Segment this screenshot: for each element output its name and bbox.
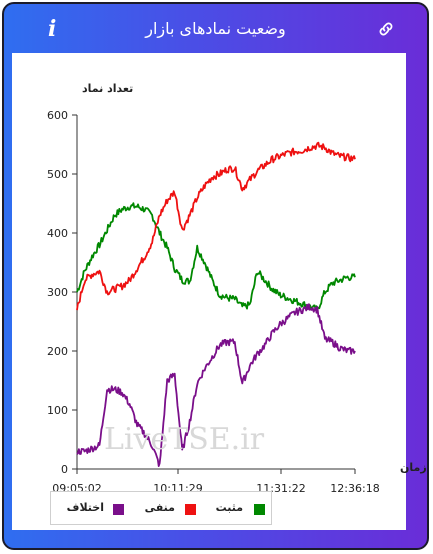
chart-legend: مثبت منفی اختلاف bbox=[50, 491, 272, 525]
legend-label-positive: مثبت bbox=[215, 501, 243, 514]
y-tick-label: 400 bbox=[47, 227, 68, 240]
y-tick-label: 200 bbox=[47, 345, 68, 358]
x-tick-label: 12:36:18 bbox=[330, 482, 379, 495]
y-tick-label: 100 bbox=[47, 404, 68, 417]
series-line-difference bbox=[76, 303, 356, 468]
legend-label-negative: منفی bbox=[144, 501, 175, 514]
y-tick-label: 0 bbox=[61, 463, 68, 476]
x-axis-label: زمان bbox=[400, 461, 427, 474]
legend-swatch-difference bbox=[113, 504, 124, 515]
card-title: وضعیت نمادهای بازار bbox=[145, 19, 286, 38]
y-tick-label: 300 bbox=[47, 286, 68, 299]
info-icon[interactable]: i bbox=[48, 16, 57, 42]
legend-swatch-positive bbox=[254, 504, 265, 515]
link-icon[interactable] bbox=[377, 20, 395, 38]
y-tick-label: 600 bbox=[47, 109, 68, 122]
y-axis-label: تعداد نماد bbox=[82, 82, 133, 95]
legend-label-difference: اختلاف bbox=[66, 501, 104, 514]
legend-swatch-negative bbox=[185, 504, 196, 515]
series-line-negative bbox=[76, 141, 356, 311]
series-line-positive bbox=[76, 202, 356, 311]
y-tick-label: 500 bbox=[47, 168, 68, 181]
card-header: i وضعیت نمادهای بازار bbox=[4, 4, 427, 56]
watermark: LiveTSE.ir bbox=[104, 422, 265, 457]
